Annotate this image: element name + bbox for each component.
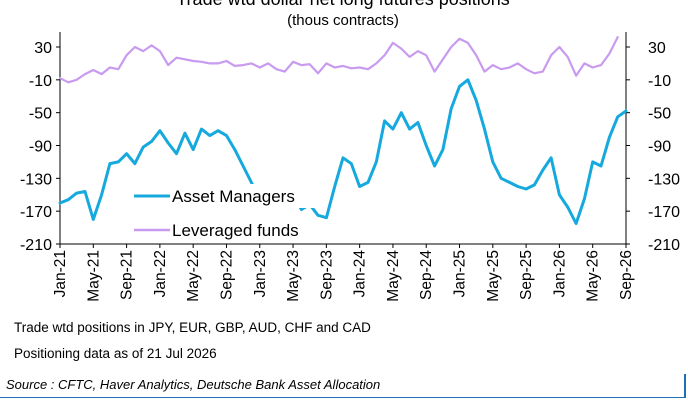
y-tick-label-left: 30 [34, 40, 52, 57]
y-tick-label-right: -170 [648, 204, 680, 221]
chart-series [58, 36, 628, 225]
series-line-leveraged-funds [58, 36, 619, 84]
y-tick-label-left: -10 [29, 73, 52, 90]
x-tick-label: Sep-25 [518, 250, 535, 300]
y-tick-label-right: -90 [648, 139, 671, 156]
x-tick-label: May-22 [185, 250, 202, 302]
x-tick-label: May-25 [485, 250, 502, 302]
chart-legend: Asset Managers Leveraged funds [130, 184, 315, 242]
x-tick-label: Sep-21 [119, 250, 136, 300]
series-line-asset-managers [58, 78, 628, 225]
y-tick-label-right: 30 [648, 40, 666, 57]
note-line-1: Trade wtd positions in JPY, EUR, GBP, AU… [14, 320, 371, 335]
x-tick-label: Jan-26 [551, 250, 568, 297]
y-tick-label-right: -130 [648, 171, 680, 188]
x-tick-label: Jan-23 [252, 250, 269, 297]
y-tick-label-right: -210 [648, 237, 680, 254]
x-tick-label: May-24 [385, 250, 402, 302]
legend-label: Asset Managers [172, 187, 295, 206]
x-tick-label: Jan-24 [352, 250, 369, 298]
chart-title: Trade wtd dollar net long futures positi… [60, 0, 626, 10]
x-tick-label: Sep-23 [318, 250, 335, 300]
x-tick-label: Jan-25 [452, 250, 469, 297]
y-tick-label-left: -50 [29, 106, 52, 123]
x-tick-label: Jan-21 [52, 250, 69, 297]
y-tick-label-right: -10 [648, 73, 671, 90]
x-tick-label: May-23 [285, 250, 302, 302]
x-tick-label: Sep-26 [618, 250, 635, 300]
source-note: Source : CFTC, Haver Analytics, Deutsche… [6, 377, 381, 392]
y-tick-label-left: -90 [29, 139, 52, 156]
y-tick-label-left: -130 [20, 171, 52, 188]
legend-label: Leveraged funds [172, 221, 299, 240]
chart-axes: 30 30 -10 -10 -50 -50 -90 -90 -130 -130 -170 -170 -2… [20, 32, 680, 302]
x-tick-label: Sep-22 [218, 250, 235, 300]
x-tick-label: Jan-22 [152, 250, 169, 297]
source-rule-end [684, 374, 686, 398]
x-tick-label: May-21 [85, 250, 102, 302]
chart-subtitle: (thous contracts) [287, 12, 399, 29]
y-tick-label-left: -210 [20, 237, 52, 254]
x-tick-label: Sep-24 [418, 250, 435, 300]
y-tick-label-right: -50 [648, 106, 671, 123]
note-line-2: Positioning data as of 21 Jul 2026 [14, 346, 217, 361]
y-tick-label-left: -170 [20, 204, 52, 221]
source-rule [0, 397, 685, 398]
x-tick-label: May-26 [585, 250, 602, 302]
line-chart: 30 30 -10 -10 -50 -50 -90 -90 -130 -130 -170 -170 -2… [20, 32, 680, 302]
